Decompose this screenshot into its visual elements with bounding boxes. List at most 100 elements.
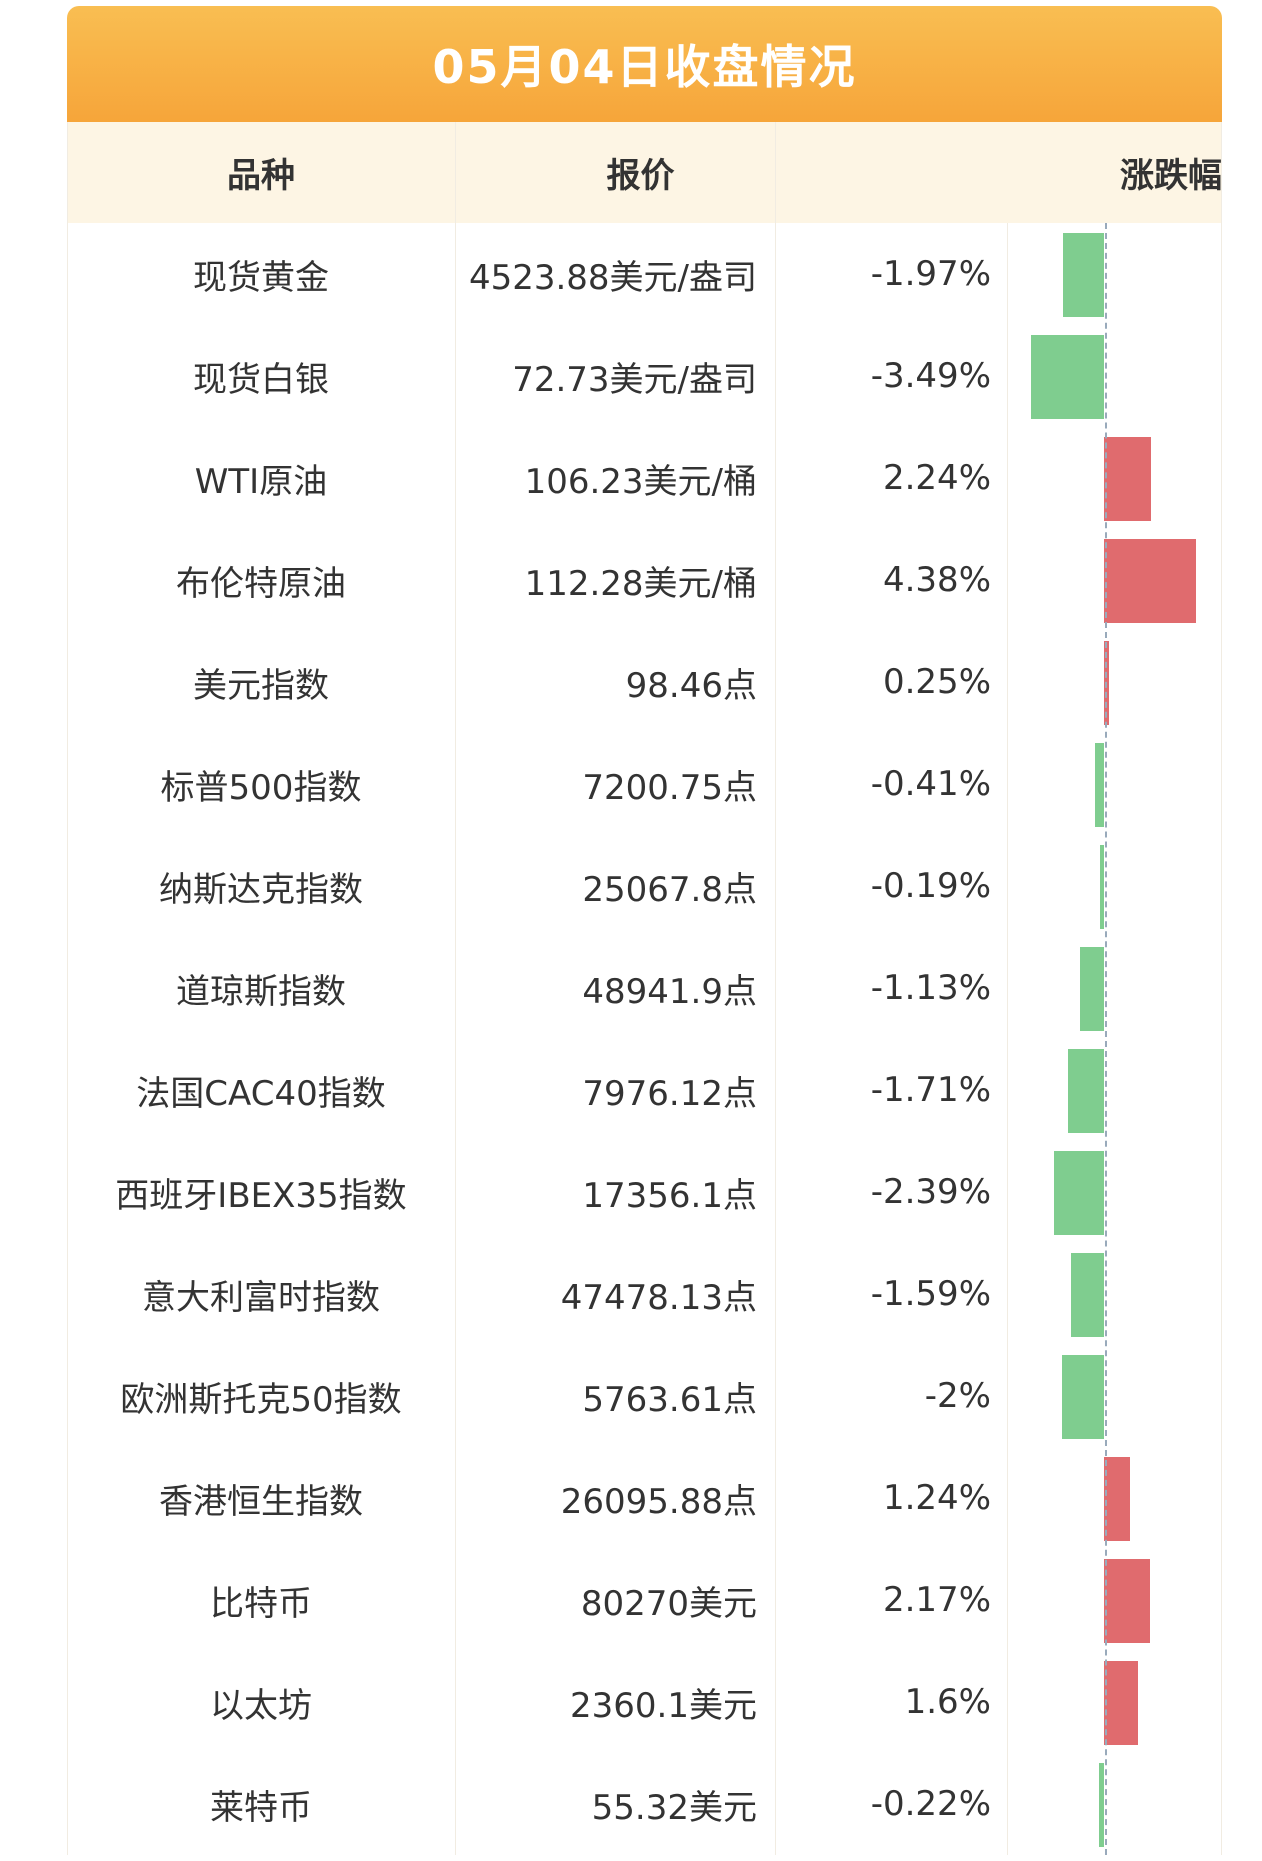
change-cell: -1.97% <box>776 223 1008 325</box>
table-row: 标普500指数 7200.75点 -0.41% <box>67 733 1222 835</box>
price-cell: 55.32美元 <box>456 1753 776 1855</box>
change-cell: 2.17% <box>776 1549 1008 1651</box>
change-cell: -0.19% <box>776 835 1008 937</box>
change-bar <box>1100 845 1104 929</box>
price-cell: 7976.12点 <box>456 1039 776 1141</box>
bar-cell <box>1008 937 1222 1039</box>
change-bar <box>1068 1049 1104 1133</box>
change-bar <box>1104 1457 1131 1541</box>
name-cell: 美元指数 <box>67 631 456 733</box>
change-cell: -0.22% <box>776 1753 1008 1855</box>
table: 05月04日收盘情况 品种 报价 涨跌幅 现货黄金 4523.88美元/盎司 -1.… <box>67 6 1222 1855</box>
table-row: 现货白银 72.73美元/盎司 -3.49% <box>67 325 1222 427</box>
change-bar <box>1061 1355 1104 1439</box>
price-cell: 26095.88点 <box>456 1447 776 1549</box>
bar-cell <box>1008 427 1222 529</box>
price-cell: 7200.75点 <box>456 733 776 835</box>
table-row: 香港恒生指数 26095.88点 1.24% <box>67 1447 1222 1549</box>
table-row: 布伦特原油 112.28美元/桶 4.38% <box>67 529 1222 631</box>
name-cell: 标普500指数 <box>67 733 456 835</box>
name-cell: 以太坊 <box>67 1651 456 1753</box>
bar-cell <box>1008 1243 1222 1345</box>
price-cell: 47478.13点 <box>456 1243 776 1345</box>
table-row: 以太坊 2360.1美元 1.6% <box>67 1651 1222 1753</box>
change-bar <box>1099 1763 1104 1847</box>
name-cell: 西班牙IBEX35指数 <box>67 1141 456 1243</box>
table-row: 莱特币 55.32美元 -0.22% <box>67 1753 1222 1855</box>
bar-cell <box>1008 1447 1222 1549</box>
table-row: 意大利富时指数 47478.13点 -1.59% <box>67 1243 1222 1345</box>
rows: 现货黄金 4523.88美元/盎司 -1.97% 现货白银 72.73美元/盎司 -3.4… <box>67 223 1222 1855</box>
change-bar <box>1030 335 1104 419</box>
change-cell: -1.71% <box>776 1039 1008 1141</box>
change-cell: 1.6% <box>776 1651 1008 1753</box>
change-cell: -3.49% <box>776 325 1008 427</box>
bar-cell <box>1008 835 1222 937</box>
price-cell: 48941.9点 <box>456 937 776 1039</box>
zero-line <box>1105 223 1107 1855</box>
name-cell: 纳斯达克指数 <box>67 835 456 937</box>
table-row: 欧洲斯托克50指数 5763.61点 -2% <box>67 1345 1222 1447</box>
change-cell: -1.59% <box>776 1243 1008 1345</box>
change-bar <box>1104 1559 1150 1643</box>
price-cell: 80270美元 <box>456 1549 776 1651</box>
bar-cell <box>1008 1039 1222 1141</box>
change-cell: 2.24% <box>776 427 1008 529</box>
name-cell: 道琼斯指数 <box>67 937 456 1039</box>
change-cell: -1.13% <box>776 937 1008 1039</box>
change-cell: -0.41% <box>776 733 1008 835</box>
name-cell: 欧洲斯托克50指数 <box>67 1345 456 1447</box>
price-cell: 2360.1美元 <box>456 1651 776 1753</box>
bar-cell <box>1008 1345 1222 1447</box>
change-bar <box>1053 1151 1104 1235</box>
price-cell: 25067.8点 <box>456 835 776 937</box>
name-cell: 法国CAC40指数 <box>67 1039 456 1141</box>
change-bar <box>1104 1661 1138 1745</box>
price-cell: 112.28美元/桶 <box>456 529 776 631</box>
bar-cell <box>1008 223 1222 325</box>
change-cell: 0.25% <box>776 631 1008 733</box>
bar-cell <box>1008 1753 1222 1855</box>
change-bar <box>1070 1253 1104 1337</box>
bar-cell <box>1008 1549 1222 1651</box>
change-cell: 4.38% <box>776 529 1008 631</box>
change-bar <box>1080 947 1104 1031</box>
price-cell: 72.73美元/盎司 <box>456 325 776 427</box>
price-cell: 17356.1点 <box>456 1141 776 1243</box>
change-bar <box>1104 539 1196 623</box>
table-row: 现货黄金 4523.88美元/盎司 -1.97% <box>67 223 1222 325</box>
border <box>1221 122 1222 1855</box>
price-cell: 4523.88美元/盎司 <box>456 223 776 325</box>
change-cell: -2.39% <box>776 1141 1008 1243</box>
name-cell: 意大利富时指数 <box>67 1243 456 1345</box>
bar-cell <box>1008 1141 1222 1243</box>
change-cell: -2% <box>776 1345 1008 1447</box>
price-cell: 5763.61点 <box>456 1345 776 1447</box>
name-cell: 现货白银 <box>67 325 456 427</box>
header-row: 品种 报价 涨跌幅 <box>67 122 1222 223</box>
bar-cell <box>1008 529 1222 631</box>
header-cell: 报价 <box>456 122 776 223</box>
change-bar <box>1095 743 1104 827</box>
header-cell: 涨跌幅 <box>1120 156 1222 196</box>
bar-cell <box>1008 325 1222 427</box>
table-row: 比特币 80270美元 2.17% <box>67 1549 1222 1651</box>
table-row: 西班牙IBEX35指数 17356.1点 -2.39% <box>67 1141 1222 1243</box>
name-cell: 现货黄金 <box>67 223 456 325</box>
change-bar <box>1104 437 1152 521</box>
price-cell: 106.23美元/桶 <box>456 427 776 529</box>
table-row: WTI原油 106.23美元/桶 2.24% <box>67 427 1222 529</box>
bar-cell <box>1008 1651 1222 1753</box>
name-cell: 香港恒生指数 <box>67 1447 456 1549</box>
table-row: 美元指数 98.46点 0.25% <box>67 631 1222 733</box>
title: 05月04日收盘情况 <box>67 6 1222 122</box>
table-row: 道琼斯指数 48941.9点 -1.13% <box>67 937 1222 1039</box>
change-cell: 1.24% <box>776 1447 1008 1549</box>
change-bar <box>1062 233 1104 317</box>
border <box>67 122 68 1855</box>
name-cell: 比特币 <box>67 1549 456 1651</box>
name-cell: WTI原油 <box>67 427 456 529</box>
bar-cell <box>1008 733 1222 835</box>
name-cell: 布伦特原油 <box>67 529 456 631</box>
